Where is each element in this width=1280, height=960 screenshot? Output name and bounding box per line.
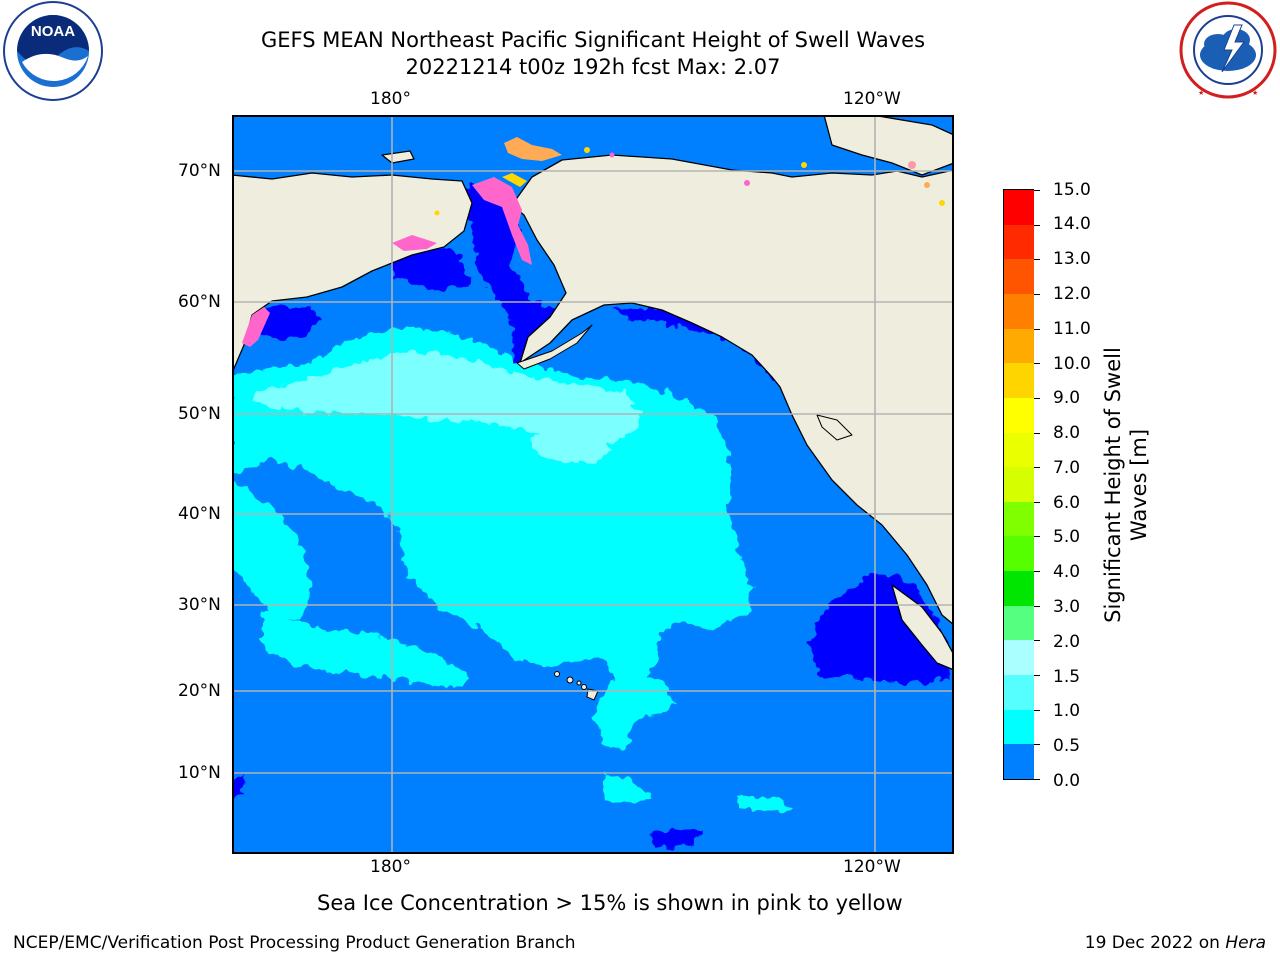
- colorbar-tick: 9.0: [1053, 388, 1081, 408]
- colorbar-cell: [1004, 744, 1034, 780]
- colorbar-cell: [1004, 501, 1034, 537]
- lon-label-bottom-120w: 120°W: [843, 857, 901, 877]
- lon-label-bottom-180: 180°: [370, 857, 411, 877]
- northwest-arctic-islands: [823, 115, 954, 176]
- colorbar-cell: [1004, 259, 1034, 295]
- lat-label-40n: 40°N: [178, 504, 221, 524]
- colorbar-tick: 3.0: [1053, 597, 1081, 617]
- colorbar-cell: [1004, 293, 1034, 329]
- colorbar-tick-mark: [1034, 467, 1040, 469]
- colorbar-tick: 0.0: [1053, 771, 1081, 791]
- colorbar-tick: 11.0: [1053, 319, 1091, 339]
- aleutian-peninsula: [516, 324, 593, 370]
- colorbar-cell: [1004, 675, 1034, 711]
- colorbar-tick: 1.0: [1053, 701, 1081, 721]
- colorbar-cell: [1004, 536, 1034, 572]
- colorbar-tick-mark: [1034, 675, 1040, 677]
- colorbar-tick-mark: [1034, 536, 1040, 538]
- colorbar-tick: 4.0: [1053, 562, 1081, 582]
- colorbar-tick: 8.0: [1053, 423, 1081, 443]
- colorbar-cell: [1004, 571, 1034, 607]
- lat-label-70n: 70°N: [178, 161, 221, 181]
- colorbar-tick: 12.0: [1053, 284, 1091, 304]
- baja-california: [891, 584, 954, 671]
- colorbar-tick-mark: [1034, 328, 1040, 330]
- vancouver-island: [816, 414, 853, 441]
- colorbar-tick-mark: [1034, 779, 1040, 780]
- lat-label-30n: 30°N: [178, 595, 221, 615]
- colorbar-tick-mark: [1034, 744, 1040, 746]
- footer-date: 19 Dec 2022 on Hera: [1085, 933, 1266, 953]
- colorbar-tick: 2.0: [1053, 632, 1081, 652]
- sea-ice-note: Sea Ice Concentration > 15% is shown in …: [317, 891, 903, 915]
- colorbar-tick: 1.5: [1053, 667, 1081, 687]
- colorbar-tick: 6.0: [1053, 493, 1081, 513]
- alaska-canada: [511, 154, 954, 626]
- colorbar-tick-mark: [1034, 605, 1040, 607]
- lat-label-60n: 60°N: [178, 292, 221, 312]
- chart-title-line-1: GEFS MEAN Northeast Pacific Significant …: [260, 28, 926, 52]
- sea-ice-zones: [242, 137, 945, 347]
- colorbar-cell: [1004, 190, 1034, 225]
- lat-label-20n: 20°N: [178, 681, 221, 701]
- colorbar-tick-mark: [1034, 640, 1040, 642]
- wrangel-island: [381, 150, 415, 164]
- swell-map: [232, 115, 954, 854]
- colorbar-tick-mark: [1034, 571, 1040, 573]
- colorbar-cell: [1004, 397, 1034, 433]
- lon-label-top-120w: 120°W: [843, 89, 901, 109]
- colorbar-tick: 5.0: [1053, 527, 1081, 547]
- colorbar-tick: 10.0: [1053, 354, 1091, 374]
- colorbar-tick-mark: [1034, 363, 1040, 365]
- footer-credit: NCEP/EMC/Verification Post Processing Pr…: [13, 933, 576, 953]
- colorbar-cell: [1004, 640, 1034, 676]
- footer-date-text: 19 Dec 2022 on: [1084, 933, 1226, 953]
- colorbar-tick-mark: [1034, 293, 1040, 295]
- colorbar-tick-mark: [1034, 501, 1040, 503]
- colorbar-cell: [1004, 467, 1034, 503]
- graticule: [232, 115, 954, 854]
- svg-text:★: ★: [1198, 89, 1204, 97]
- colorbar-tick-mark: [1034, 190, 1040, 191]
- lat-label-10n: 10°N: [178, 763, 221, 783]
- swell-1.5-2m-regions: [252, 353, 642, 465]
- colorbar-tick-mark: [1034, 397, 1040, 399]
- colorbar-tick: 13.0: [1053, 249, 1091, 269]
- colorbar-cell: [1004, 224, 1034, 260]
- colorbar-tick-mark: [1034, 432, 1040, 434]
- chukotka: [232, 172, 473, 374]
- chart-title-line-2: 20221214 t00z 192h fcst Max: 2.07: [405, 55, 781, 79]
- noaa-logo-text: NOAA: [31, 23, 75, 40]
- svg-text:★: ★: [1252, 89, 1258, 97]
- colorbar-label: Significant Height of Swell Waves [m]: [1101, 347, 1151, 623]
- colorbar-tick: 0.5: [1053, 736, 1081, 756]
- lat-label-50n: 50°N: [178, 404, 221, 424]
- colorbar-cell: [1004, 605, 1034, 641]
- colorbar-tick: 14.0: [1053, 214, 1091, 234]
- footer-host: Hera: [1225, 933, 1266, 953]
- colorbar-tick-mark: [1034, 224, 1040, 226]
- noaa-logo: NOAA: [2, 0, 104, 102]
- colorbar-cell: [1004, 363, 1034, 399]
- colorbar-tick-mark: [1034, 709, 1040, 711]
- colorbar-cell: [1004, 328, 1034, 364]
- colorbar-tick: 15.0: [1053, 180, 1091, 200]
- colorbar-cell: [1004, 709, 1034, 745]
- nws-logo: ★ ★: [1178, 0, 1278, 100]
- colorbar-tick-mark: [1034, 259, 1040, 261]
- land-masses: [232, 115, 954, 671]
- lon-label-top-180: 180°: [370, 89, 411, 109]
- colorbar-cell: [1004, 432, 1034, 468]
- colorbar-tick: 7.0: [1053, 458, 1081, 478]
